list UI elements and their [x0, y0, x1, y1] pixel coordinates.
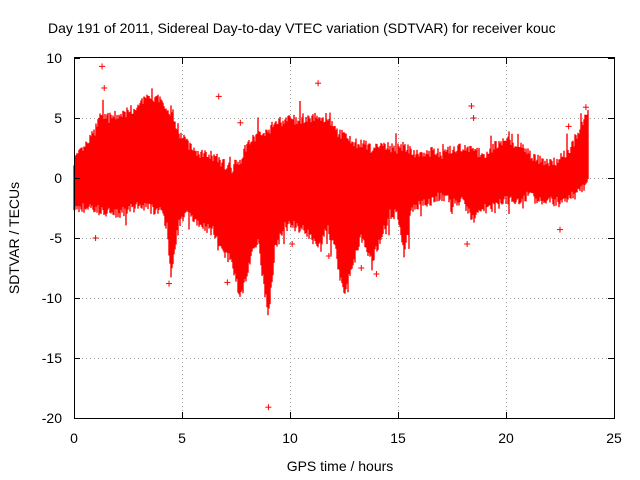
data-points	[92, 63, 589, 411]
y-tick-label: 5	[54, 110, 62, 126]
data-point	[166, 280, 173, 287]
y-tick-label: -15	[42, 350, 62, 366]
x-tick-label: 25	[606, 430, 622, 446]
data-point	[582, 104, 589, 111]
data-point	[464, 241, 471, 247]
data-point	[341, 277, 347, 283]
data-point	[470, 115, 477, 121]
data-point	[99, 63, 106, 70]
chart-title: Day 191 of 2011, Sidereal Day-to-day VTE…	[48, 20, 556, 36]
x-tick-label: 20	[498, 430, 514, 446]
data-point	[315, 80, 322, 87]
data-point	[468, 103, 475, 109]
x-tick-labels: 0 5 10 15 20 25	[70, 430, 622, 446]
x-tick-label: 0	[70, 430, 78, 446]
data-point	[565, 123, 572, 130]
data-envelope	[73, 88, 589, 316]
x-tick-label: 10	[282, 430, 298, 446]
x-tick-label: 15	[390, 430, 406, 446]
y-tick-labels: -20 -15 -10 -5 0 5 10	[42, 50, 62, 426]
data-point	[92, 235, 99, 241]
data-point	[215, 93, 222, 100]
data-point	[373, 271, 380, 277]
data-point	[358, 265, 365, 271]
y-tick-label: -5	[50, 230, 63, 246]
data-point	[289, 241, 296, 247]
x-tick-label: 5	[178, 430, 186, 446]
x-axis-label: GPS time / hours	[287, 458, 394, 474]
data-point	[237, 119, 244, 126]
axis-ticks	[74, 58, 615, 419]
y-tick-label: -20	[42, 410, 62, 426]
data-point	[265, 404, 272, 411]
data-point	[325, 253, 332, 259]
data-point	[557, 226, 563, 233]
data-point	[224, 279, 231, 286]
y-tick-label: 10	[46, 50, 62, 66]
y-tick-label: 0	[54, 170, 62, 186]
data-point	[101, 85, 108, 91]
y-tick-label: -10	[42, 290, 62, 306]
y-axis-label: SDTVAR / TECUs	[6, 182, 22, 294]
